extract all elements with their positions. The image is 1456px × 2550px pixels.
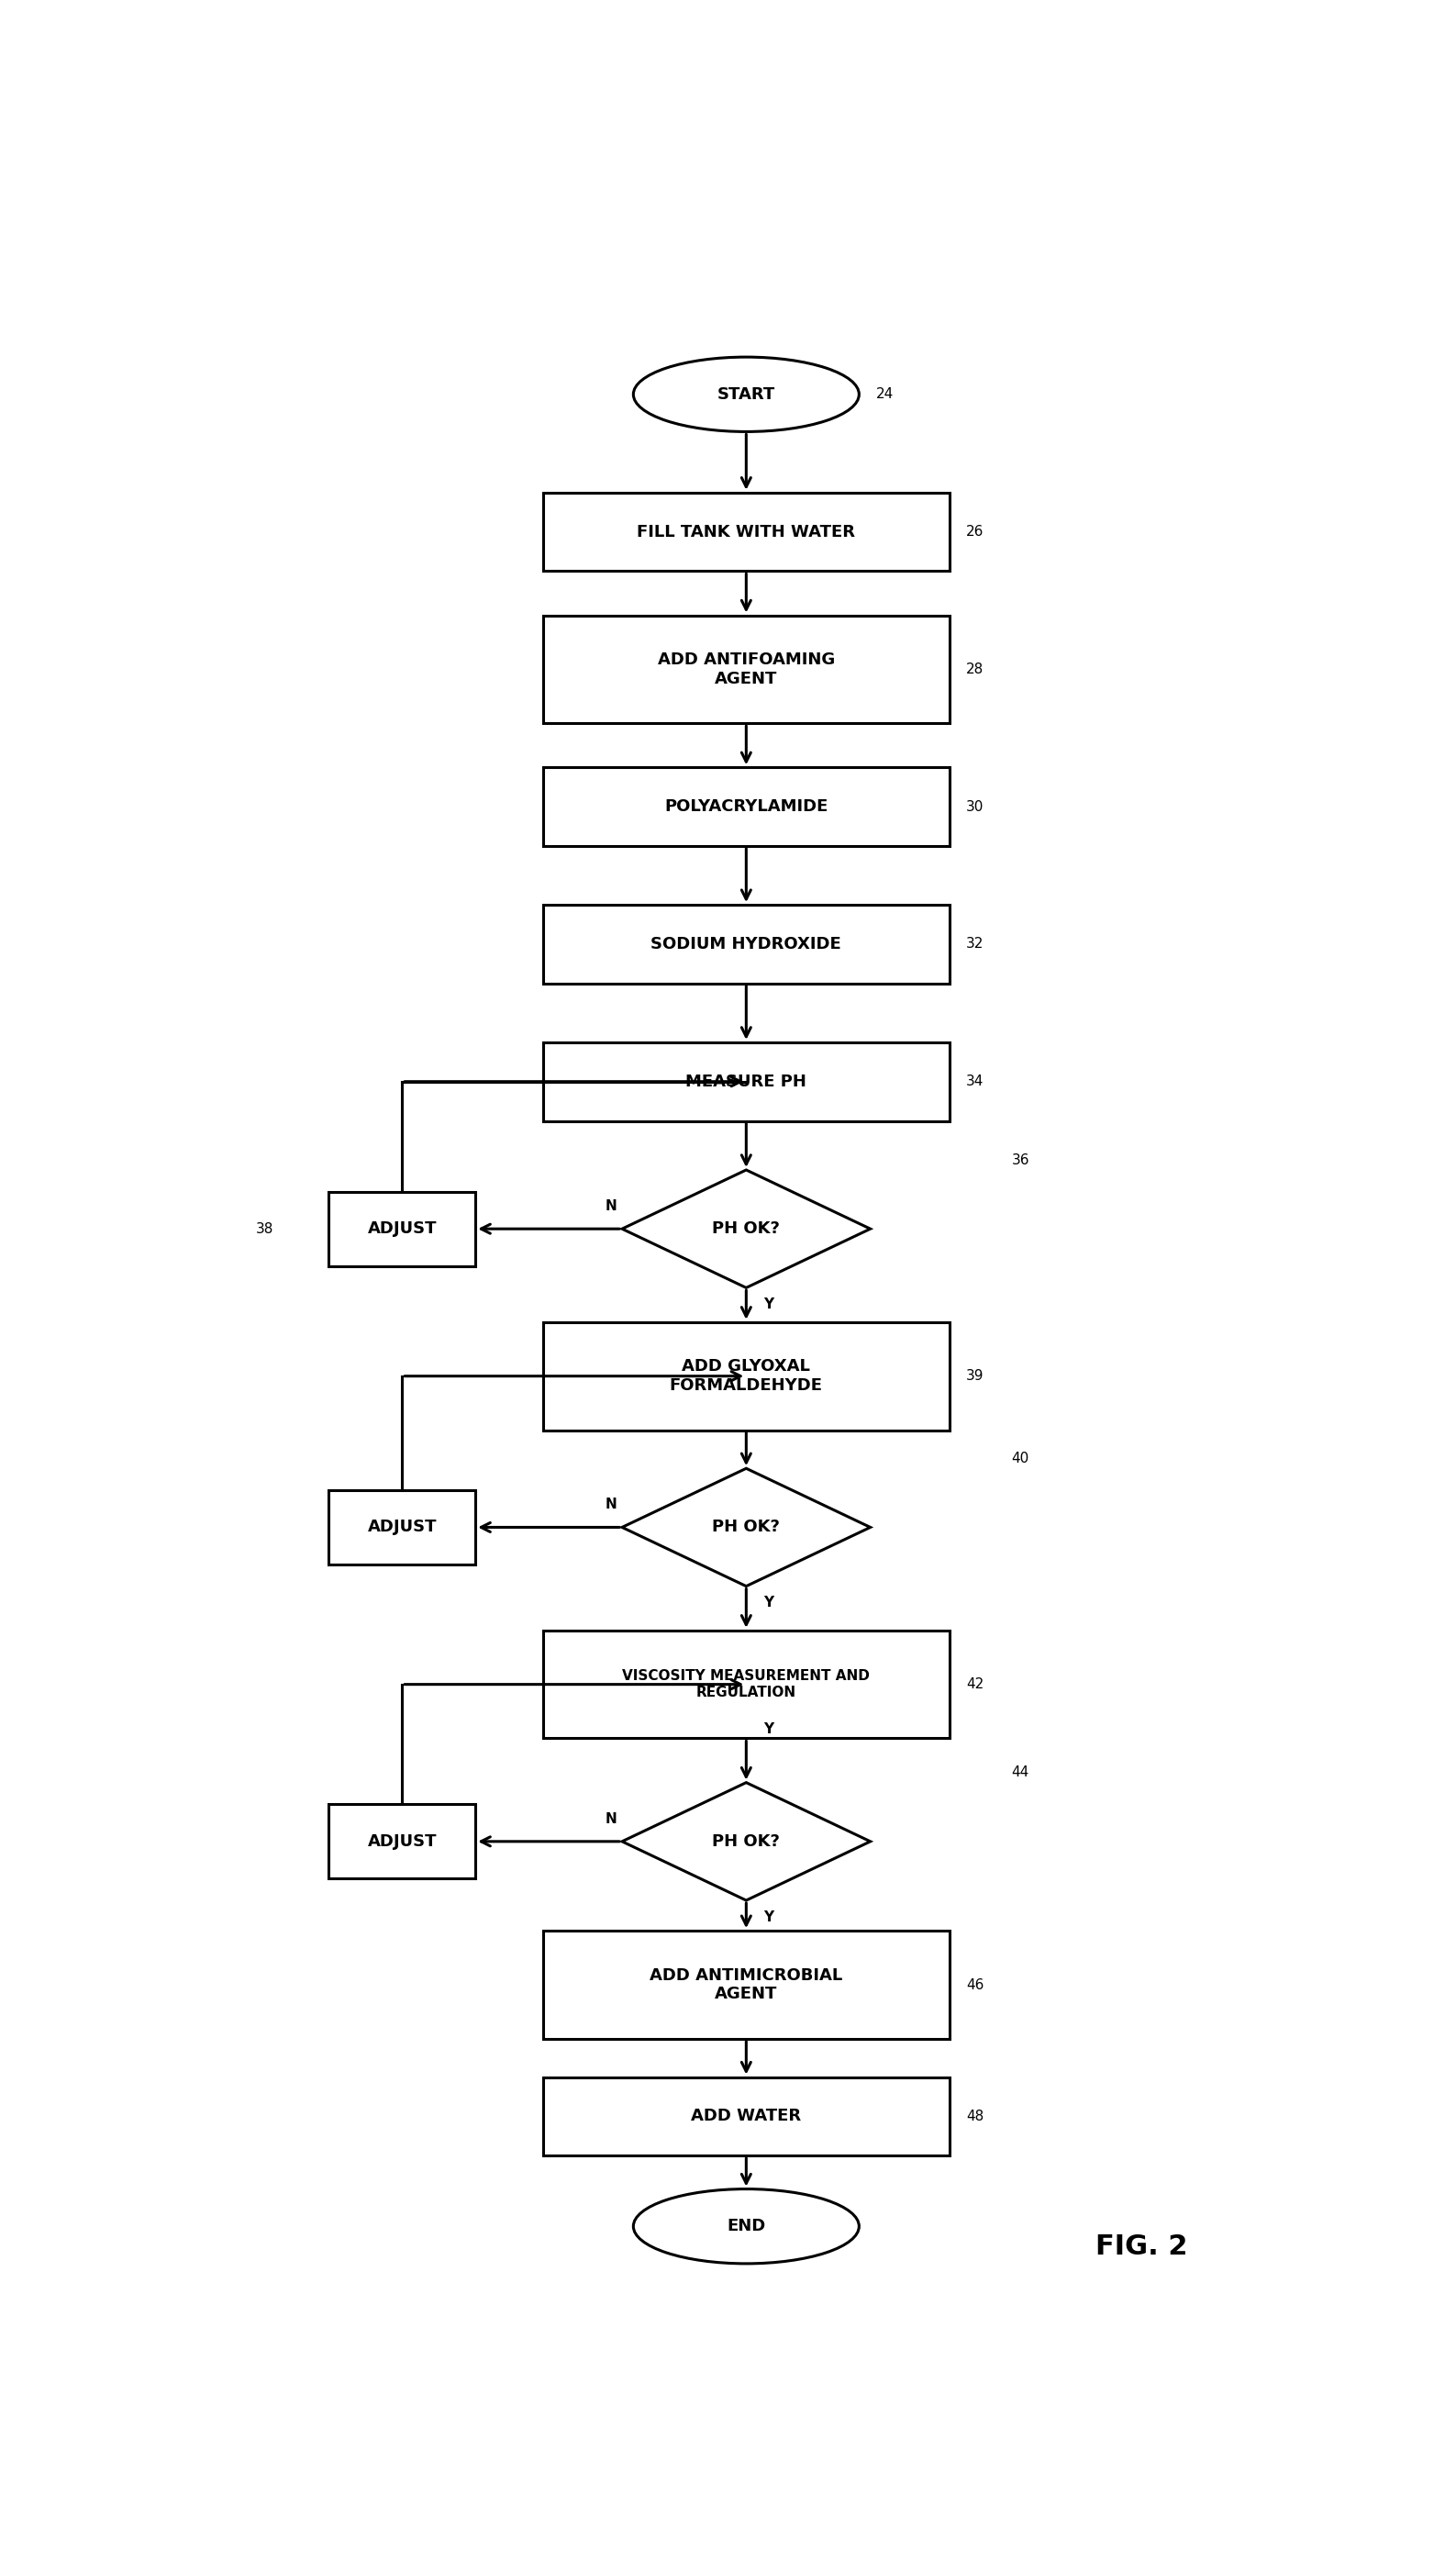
Polygon shape — [622, 1782, 871, 1900]
Text: MEASURE PH: MEASURE PH — [686, 1074, 807, 1089]
Text: N: N — [604, 1813, 616, 1826]
Text: N: N — [604, 1497, 616, 1512]
Polygon shape — [622, 1170, 871, 1288]
FancyBboxPatch shape — [329, 1805, 476, 1879]
Text: 38: 38 — [255, 1221, 274, 1237]
Text: ADJUST: ADJUST — [367, 1520, 437, 1535]
FancyBboxPatch shape — [543, 2078, 949, 2155]
Text: START: START — [718, 385, 775, 403]
Text: PH OK?: PH OK? — [712, 1221, 780, 1237]
Text: 40: 40 — [1012, 1451, 1029, 1466]
Text: 24: 24 — [877, 388, 894, 400]
Text: 30: 30 — [967, 801, 984, 813]
Text: 34: 34 — [967, 1074, 984, 1089]
FancyBboxPatch shape — [543, 1321, 949, 1431]
FancyBboxPatch shape — [329, 1489, 476, 1566]
Text: 32: 32 — [967, 938, 984, 951]
Ellipse shape — [633, 357, 859, 431]
FancyBboxPatch shape — [543, 768, 949, 847]
Text: N: N — [604, 1198, 616, 1214]
Text: ADD ANTIMICROBIAL
AGENT: ADD ANTIMICROBIAL AGENT — [649, 1966, 843, 2002]
Text: ADD WATER: ADD WATER — [692, 2109, 801, 2124]
Text: ADD ANTIFOAMING
AGENT: ADD ANTIFOAMING AGENT — [658, 650, 834, 686]
Text: 48: 48 — [967, 2109, 984, 2124]
Text: END: END — [727, 2218, 766, 2234]
Text: 28: 28 — [967, 663, 984, 676]
Text: 42: 42 — [967, 1678, 984, 1691]
Text: 44: 44 — [1012, 1765, 1029, 1780]
Text: Y: Y — [763, 1298, 773, 1311]
Text: PH OK?: PH OK? — [712, 1520, 780, 1535]
Text: Y: Y — [763, 1596, 773, 1609]
FancyBboxPatch shape — [543, 905, 949, 984]
FancyBboxPatch shape — [543, 492, 949, 571]
Text: ADJUST: ADJUST — [367, 1221, 437, 1237]
Text: Y: Y — [763, 1910, 773, 1923]
Polygon shape — [622, 1469, 871, 1586]
Text: ADJUST: ADJUST — [367, 1833, 437, 1849]
Text: FILL TANK WITH WATER: FILL TANK WITH WATER — [638, 523, 855, 541]
FancyBboxPatch shape — [543, 1043, 949, 1122]
FancyBboxPatch shape — [543, 1629, 949, 1739]
Text: 39: 39 — [967, 1369, 984, 1382]
Text: VISCOSITY MEASUREMENT AND
REGULATION: VISCOSITY MEASUREMENT AND REGULATION — [622, 1670, 871, 1698]
Text: FIG. 2: FIG. 2 — [1095, 2234, 1187, 2259]
FancyBboxPatch shape — [329, 1191, 476, 1267]
Text: 36: 36 — [1012, 1153, 1029, 1168]
Text: PH OK?: PH OK? — [712, 1833, 780, 1849]
Ellipse shape — [633, 2188, 859, 2264]
Text: 46: 46 — [967, 1979, 984, 1992]
Text: Y: Y — [763, 1724, 773, 1737]
Text: SODIUM HYDROXIDE: SODIUM HYDROXIDE — [651, 936, 842, 951]
FancyBboxPatch shape — [543, 615, 949, 724]
Text: POLYACRYLAMIDE: POLYACRYLAMIDE — [664, 798, 828, 816]
Text: 26: 26 — [967, 525, 984, 538]
Text: ADD GLYOXAL
FORMALDEHYDE: ADD GLYOXAL FORMALDEHYDE — [670, 1359, 823, 1395]
FancyBboxPatch shape — [543, 1930, 949, 2040]
